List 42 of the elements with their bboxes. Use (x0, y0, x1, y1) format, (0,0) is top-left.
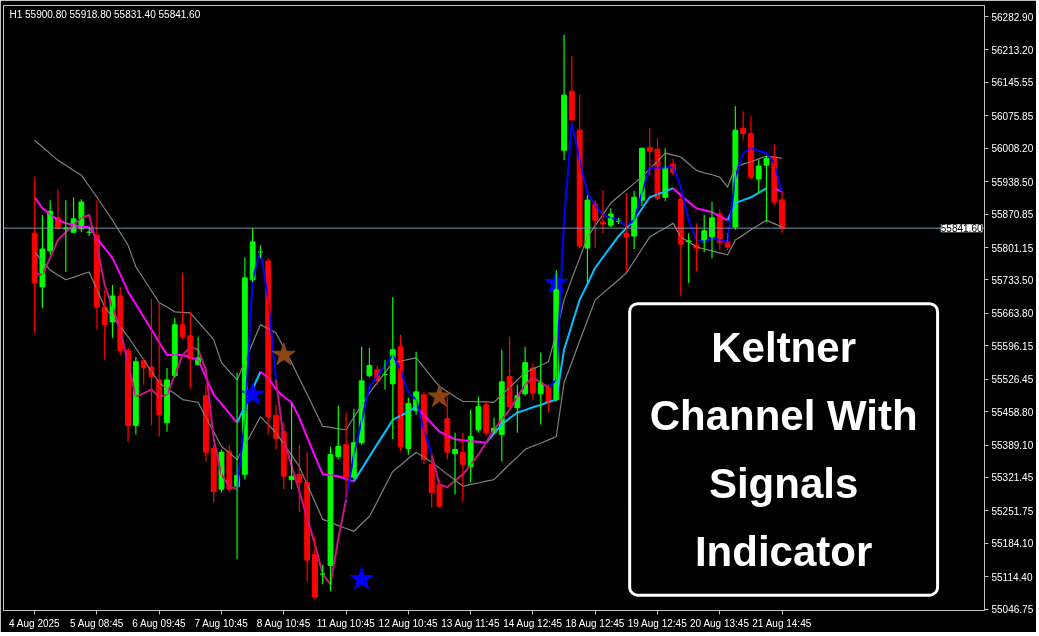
y-tick-label: 56145.55 (991, 77, 1034, 89)
y-tick-label: 55389.10 (991, 440, 1034, 452)
x-tick-label: 8 Aug 10:45 (256, 617, 311, 629)
x-tick-label: 18 Aug 12:45 (565, 617, 625, 629)
y-tick-label: 55114.40 (991, 571, 1033, 583)
x-tick-label: 12 Aug 10:45 (378, 617, 438, 629)
y-tick-label: 56213.20 (991, 44, 1034, 56)
x-tick-label: 21 Aug 14:45 (752, 617, 812, 629)
point (544, 270, 569, 294)
y-tick-label: 55321.45 (991, 472, 1034, 484)
y-tick-label: 55596.15 (991, 340, 1034, 352)
y-tick-label: 55251.75 (991, 505, 1034, 517)
x-tick-label: 19 Aug 12:45 (627, 617, 688, 629)
x-tick-label: 6 Aug 09:45 (132, 617, 187, 629)
y-tick-label: 55870.85 (991, 209, 1034, 221)
chart-title: H1 55900.80 55918.80 55831.40 55841.60 (9, 8, 201, 20)
y-tick-label: 55526.45 (991, 374, 1034, 386)
x-tick-label: 13 Aug 11:45 (441, 617, 500, 629)
candlestick (755, 158, 762, 194)
x-tick-label: 7 Aug 10:45 (194, 617, 249, 629)
point (271, 342, 296, 366)
y-tick-label: 55801.15 (991, 242, 1034, 254)
y-tick-label: 55663.80 (991, 308, 1034, 320)
point (349, 566, 374, 590)
y-tick-label: 56282.90 (991, 11, 1034, 23)
x-tick-label: 14 Aug 12:45 (503, 617, 563, 629)
y-tick-label: 55938.50 (991, 176, 1034, 188)
y-tick-label: 55733.50 (991, 274, 1034, 286)
x-tick-label: 5 Aug 08:45 (69, 617, 124, 629)
y-tick-label: 56008.20 (991, 143, 1034, 155)
candlestick (763, 155, 770, 223)
y-tick-label: 56075.85 (991, 110, 1034, 122)
x-tick-label: 11 Aug 10:45 (316, 617, 376, 629)
x-tick-label: 4 Aug 2025 (9, 617, 61, 629)
y-tick-label: 55046.75 (991, 604, 1034, 616)
ref-line-label: 55841.60 (940, 223, 983, 235)
x-tick-label: 20 Aug 13:45 (690, 617, 750, 629)
point (427, 384, 452, 407)
point (240, 382, 265, 405)
y-tick-label: 55184.10 (991, 538, 1034, 550)
y-tick-label: 55458.80 (991, 406, 1034, 418)
annotation: Keltner Channel With Signals Indicator (649, 323, 918, 576)
